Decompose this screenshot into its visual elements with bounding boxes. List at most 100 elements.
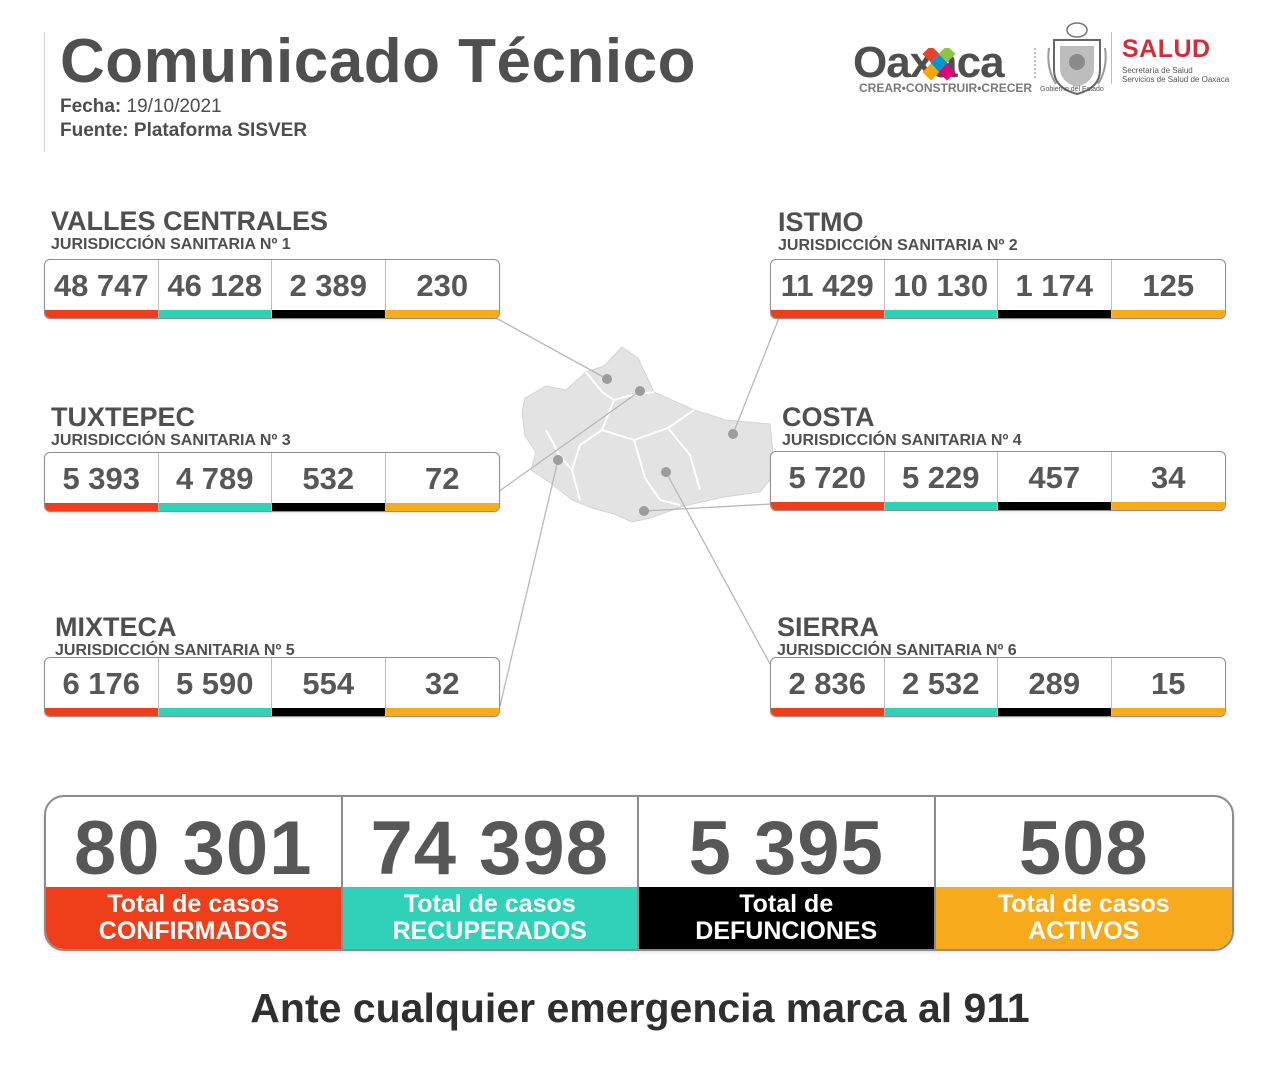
stat-value: 532 <box>302 461 355 496</box>
stat-activos: 15 <box>1111 658 1225 716</box>
stat-defunciones: 1 174 <box>998 260 1112 318</box>
stat-recuperados: 2 532 <box>884 658 998 716</box>
region-jurisdiction: JURISDICCIÓN SANITARIA Nº 5 <box>55 642 295 659</box>
region-name: MIXTECA <box>55 612 177 642</box>
activos-bar <box>385 310 499 318</box>
region-stats-costa: 5 720 5 229 457 34 <box>770 451 1226 511</box>
activos-bar <box>1111 310 1225 318</box>
total-value: 80 301 <box>74 806 313 891</box>
page-title: Comunicado Técnico <box>60 27 696 96</box>
activos-bar <box>385 503 499 511</box>
total-label: Total de casos ACTIVOS <box>935 887 1232 949</box>
total-label: Total de casos CONFIRMADOS <box>46 887 341 949</box>
total-label-line-2: RECUPERADOS <box>392 917 587 945</box>
header-divider <box>44 32 45 152</box>
stat-value: 5 590 <box>175 666 254 701</box>
defunciones-bar <box>272 708 385 716</box>
region-markers <box>553 374 738 516</box>
confirmados-bar <box>771 708 884 716</box>
recuperados-bar <box>884 708 997 716</box>
stat-defunciones: 532 <box>272 453 386 511</box>
date-label: Fecha: <box>60 96 122 117</box>
stat-activos: 32 <box>385 658 499 716</box>
stat-value: 72 <box>425 461 460 496</box>
total-label: Total de casos RECUPERADOS <box>342 887 637 949</box>
total-value: 5 395 <box>688 806 884 891</box>
total-label-line-1: Total de casos <box>997 890 1170 918</box>
total-defunciones: 5 395 Total de DEFUNCIONES <box>639 797 936 949</box>
region-name: SIERRA <box>777 612 880 642</box>
region-stats-sierra: 2 836 2 532 289 15 <box>770 657 1226 717</box>
stat-recuperados: 10 130 <box>884 260 998 318</box>
salud-logo-subtitle: Secretaría de Salud Servicios de Salud d… <box>1122 66 1229 84</box>
defunciones-bar <box>998 708 1111 716</box>
stat-value: 4 789 <box>175 461 254 496</box>
marker-mixteca <box>553 455 563 465</box>
region-jurisdiction: JURISDICCIÓN SANITARIA Nº 6 <box>777 642 1017 659</box>
stat-activos: 34 <box>1111 452 1225 510</box>
stat-defunciones: 289 <box>998 658 1112 716</box>
region-stats-valles-centrales: 48 747 46 128 2 389 230 <box>44 259 500 319</box>
total-label-line-2: CONFIRMADOS <box>98 917 288 945</box>
confirmados-bar <box>45 503 158 511</box>
region-stats-istmo: 11 429 10 130 1 174 125 <box>770 259 1226 319</box>
stat-confirmados: 5 720 <box>771 452 885 510</box>
marker-valles-centrales <box>602 374 612 384</box>
stat-value: 10 130 <box>893 268 989 303</box>
logo-dotted-divider <box>1034 48 1036 78</box>
defunciones-bar <box>998 310 1111 318</box>
region-stats-mixteca: 6 176 5 590 554 32 <box>44 657 500 717</box>
recuperados-bar <box>884 310 997 318</box>
region-jurisdiction: JURISDICCIÓN SANITARIA Nº 4 <box>782 432 1022 449</box>
marker-costa <box>639 506 649 516</box>
stat-value: 457 <box>1028 460 1081 495</box>
salud-sub-line-1: Secretaría de Salud <box>1122 66 1193 75</box>
stat-activos: 125 <box>1111 260 1225 318</box>
emergency-footer: Ante cualquier emergencia marca al 911 <box>250 985 1030 1031</box>
source-line: Fuente: Plataforma SISVER <box>60 120 307 142</box>
stat-value: 2 532 <box>901 666 980 701</box>
date-line: Fecha: 19/10/2021 <box>60 96 222 118</box>
defunciones-bar <box>272 503 385 511</box>
stat-confirmados: 6 176 <box>45 658 159 716</box>
region-name: TUXTEPEC <box>51 402 196 432</box>
total-label: Total de DEFUNCIONES <box>639 887 934 949</box>
stat-value: 2 389 <box>289 268 368 303</box>
total-label-line-1: Total de casos <box>107 890 280 918</box>
stat-value: 48 747 <box>53 268 149 303</box>
stat-value: 6 176 <box>62 666 141 701</box>
stat-recuperados: 46 128 <box>158 260 272 318</box>
state-seal-icon <box>1047 22 1107 96</box>
stat-value: 32 <box>425 666 460 701</box>
stat-defunciones: 554 <box>272 658 386 716</box>
stat-value: 5 720 <box>788 460 867 495</box>
total-label-line-1: Total de casos <box>403 890 576 918</box>
seal-caption: Gobierno del Estado <box>1040 86 1104 93</box>
stat-recuperados: 5 229 <box>884 452 998 510</box>
total-value: 508 <box>1018 806 1149 891</box>
salud-logo-title: SALUD <box>1122 35 1211 63</box>
total-confirmados: 80 301 Total de casos CONFIRMADOS <box>46 797 343 949</box>
source-label: Fuente: <box>60 120 129 141</box>
activos-bar <box>385 708 499 716</box>
region-jurisdiction: JURISDICCIÓN SANITARIA Nº 2 <box>778 237 1018 254</box>
stat-value: 46 128 <box>167 268 263 303</box>
stat-defunciones: 457 <box>998 452 1112 510</box>
oaxaca-x-icon <box>922 48 956 81</box>
stat-recuperados: 4 789 <box>158 453 272 511</box>
stat-value: 2 836 <box>788 666 867 701</box>
stat-value: 554 <box>302 666 355 701</box>
oaxaca-wordmark: Oaxaca <box>853 38 1005 87</box>
stat-value: 5 229 <box>901 460 980 495</box>
stat-value: 1 174 <box>1015 268 1094 303</box>
confirmados-bar <box>771 310 884 318</box>
oaxaca-map-shape <box>521 346 776 523</box>
stat-confirmados: 5 393 <box>45 453 159 511</box>
map-boundaries <box>545 371 701 506</box>
region-name: COSTA <box>782 402 875 432</box>
stat-value: 5 393 <box>62 461 141 496</box>
connector-lines <box>495 317 780 707</box>
stat-defunciones: 2 389 <box>272 260 386 318</box>
activos-bar <box>1111 708 1225 716</box>
region-jurisdiction: JURISDICCIÓN SANITARIA Nº 3 <box>51 432 291 449</box>
